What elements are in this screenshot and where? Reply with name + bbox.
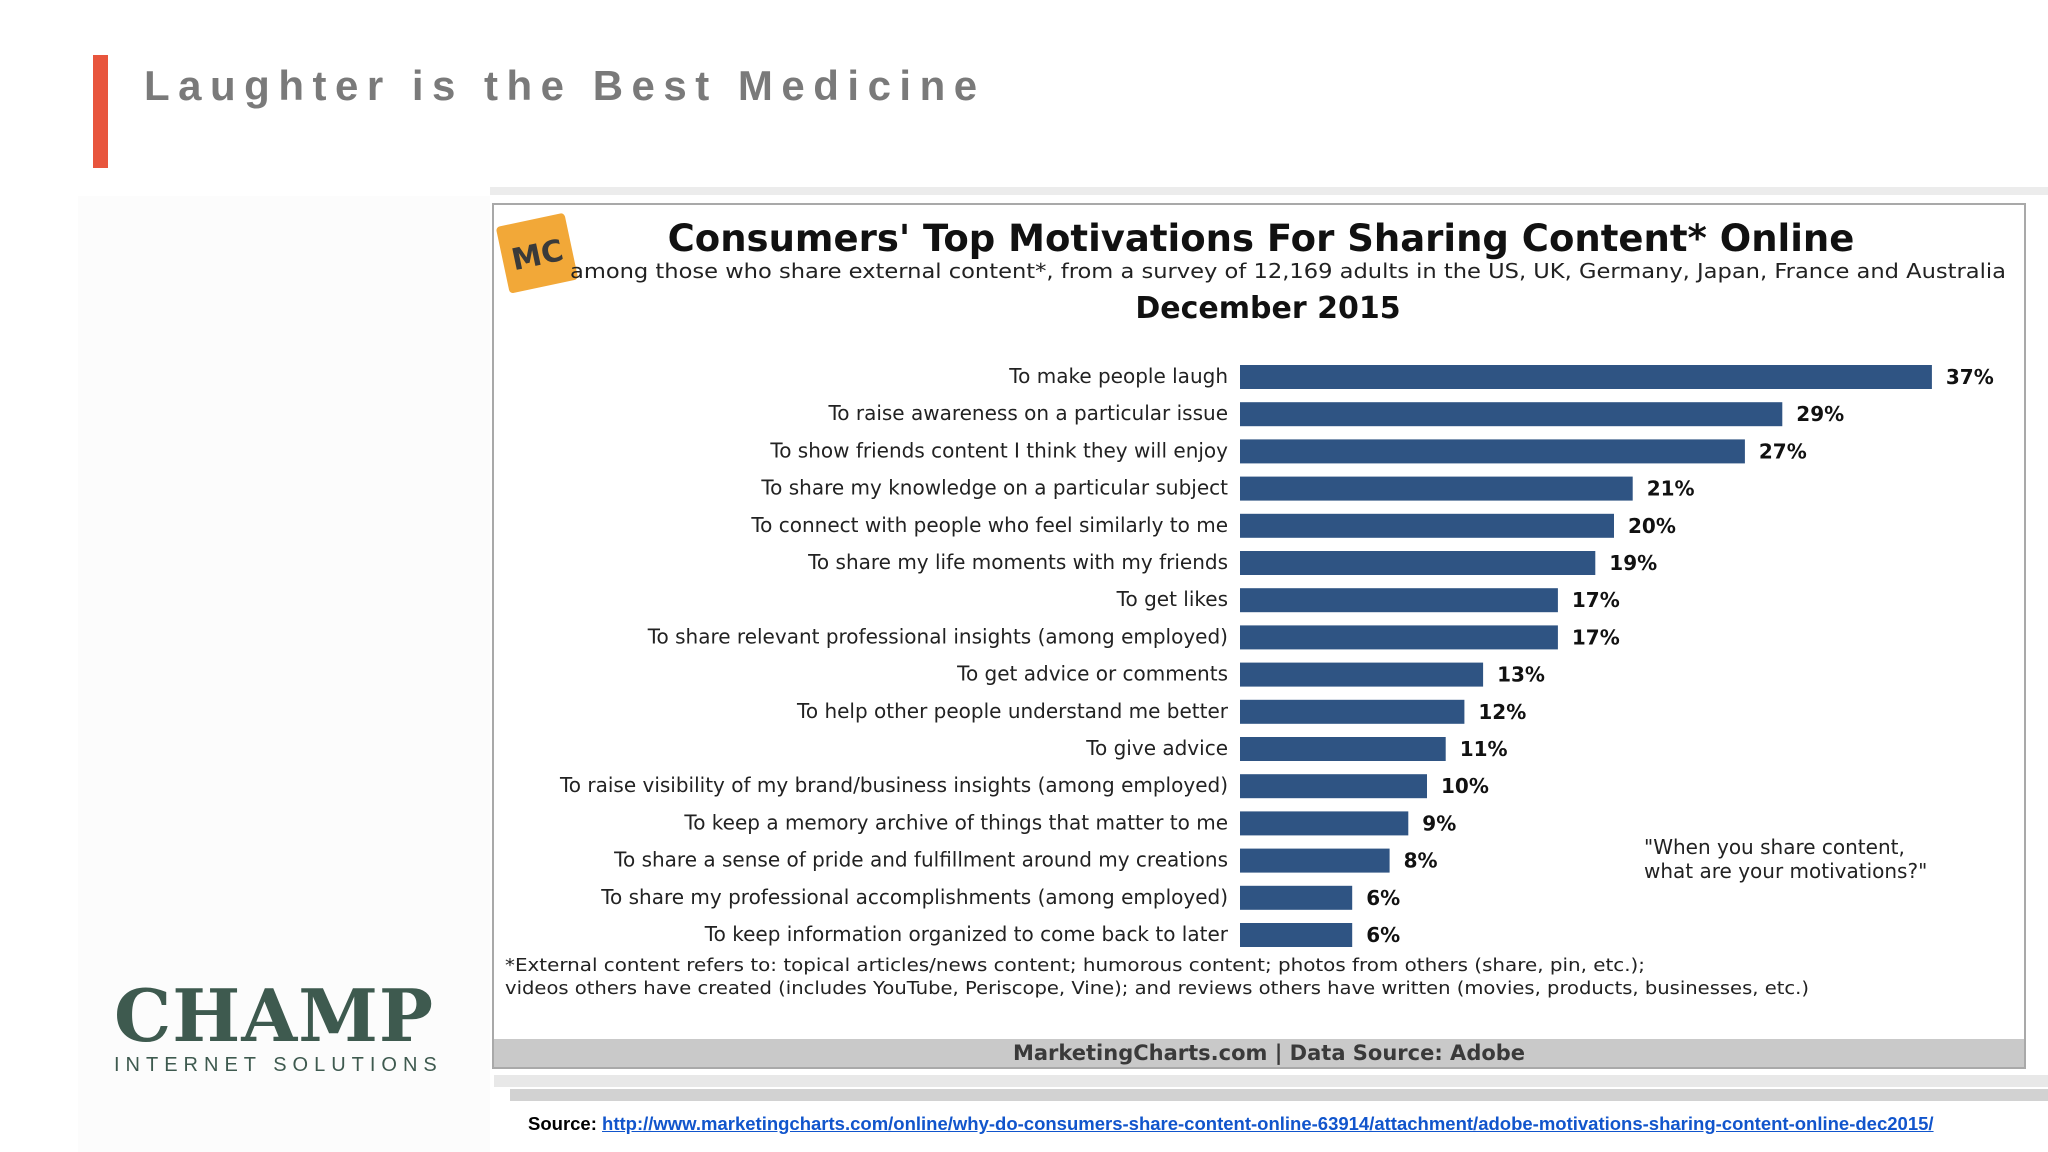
source-line: Source: http://www.marketingcharts.com/o…: [528, 1113, 1934, 1135]
category-label: To share my knowledge on a particular su…: [760, 476, 1228, 500]
bar: [1240, 699, 1465, 724]
bar-value-label: 8%: [1404, 849, 1438, 873]
chart-footer: MarketingCharts.com | Data Source: Adobe: [1013, 1041, 1525, 1066]
bar: [1240, 811, 1409, 836]
chart-svg: MC Consumers' Top Motivations For Sharin…: [494, 213, 2024, 1067]
bar-value-label: 21%: [1647, 477, 1695, 501]
category-label: To give advice: [1085, 736, 1228, 760]
chart-image: MC Consumers' Top Motivations For Sharin…: [492, 203, 2026, 1069]
bar: [1240, 885, 1353, 910]
chart-annotation-line: "When you share content,: [1644, 835, 1905, 859]
source-link[interactable]: http://www.marketingcharts.com/online/wh…: [602, 1113, 1934, 1134]
bar: [1240, 551, 1596, 575]
bar-value-label: 10%: [1441, 774, 1489, 798]
category-label: To make people laugh: [1008, 364, 1228, 388]
logo-name: CHAMP: [114, 973, 435, 1058]
category-label: To raise visibility of my brand/business…: [559, 773, 1228, 797]
bar: [1240, 439, 1745, 464]
bar-value-label: 17%: [1572, 625, 1620, 649]
bar-value-label: 27%: [1759, 439, 1807, 463]
bar-value-label: 37%: [1946, 365, 1994, 389]
bar: [1240, 402, 1783, 427]
bar: [1240, 774, 1427, 799]
bar: [1240, 588, 1558, 613]
slide-title: Laughter is the Best Medicine: [144, 62, 986, 109]
bar: [1240, 625, 1558, 650]
image-bottom-shadow: [510, 1089, 2048, 1101]
source-label: Source:: [528, 1113, 597, 1134]
category-label: To share my life moments with my friends: [807, 550, 1228, 574]
category-label: To share my professional accomplishments…: [600, 885, 1228, 909]
chart-footnote-line: videos others have created (includes You…: [505, 978, 1809, 999]
category-label: To share a sense of pride and fulfillmen…: [613, 848, 1228, 872]
chart-subtitle: among those who share external content*,…: [570, 259, 2006, 283]
chart-date: December 2015: [1135, 291, 1400, 326]
bar-value-label: 17%: [1572, 588, 1620, 612]
bar-value-label: 6%: [1366, 923, 1400, 947]
title-accent-bar: [93, 55, 108, 168]
mc-badge-box: [496, 213, 578, 293]
champ-logo: CHAMP INTERNET SOLUTIONS: [114, 973, 443, 1077]
chart-footnote-line: *External content refers to: topical art…: [505, 955, 1645, 976]
bar: [1240, 476, 1633, 501]
chart-top-strip: [490, 187, 2048, 195]
category-label: To connect with people who feel similarl…: [750, 513, 1228, 537]
category-label: To get advice or comments: [956, 662, 1228, 686]
chart-title: Consumers' Top Motivations For Sharing C…: [668, 217, 1855, 260]
logo-tagline: INTERNET SOLUTIONS: [114, 1054, 443, 1076]
bar-value-label: 19%: [1609, 551, 1657, 575]
bar-value-label: 12%: [1478, 700, 1526, 724]
bar: [1240, 513, 1614, 538]
bar: [1240, 848, 1390, 873]
bar-value-label: 11%: [1460, 737, 1508, 761]
category-label: To raise awareness on a particular issue: [827, 401, 1228, 425]
bar-value-label: 29%: [1796, 402, 1844, 426]
category-label: To share relevant professional insights …: [647, 624, 1228, 648]
category-label: To keep information organized to come ba…: [704, 922, 1229, 946]
category-label: To get likes: [1116, 587, 1228, 611]
chart-annotation-line: what are your motivations?": [1644, 859, 1927, 883]
category-label: To keep a memory archive of things that …: [683, 810, 1228, 834]
bar-value-label: 9%: [1422, 811, 1456, 835]
bar: [1240, 365, 1932, 389]
chart-footer-band: [494, 1039, 2024, 1067]
bar-value-label: 13%: [1497, 663, 1545, 687]
bars-layer: To make people laugh 37% To raise awarenes…: [559, 364, 1994, 947]
category-label: To show friends content I think they wil…: [769, 438, 1228, 462]
bar-value-label: 20%: [1628, 514, 1676, 538]
mc-badge: MC: [496, 213, 578, 293]
left-panel-shade: [78, 196, 490, 1152]
bar: [1240, 737, 1446, 761]
image-bottom-shadow: [494, 1075, 2048, 1087]
bar: [1240, 662, 1484, 687]
bar: [1240, 923, 1353, 947]
category-label: To help other people understand me bette…: [796, 699, 1229, 723]
bar-value-label: 6%: [1366, 886, 1400, 910]
